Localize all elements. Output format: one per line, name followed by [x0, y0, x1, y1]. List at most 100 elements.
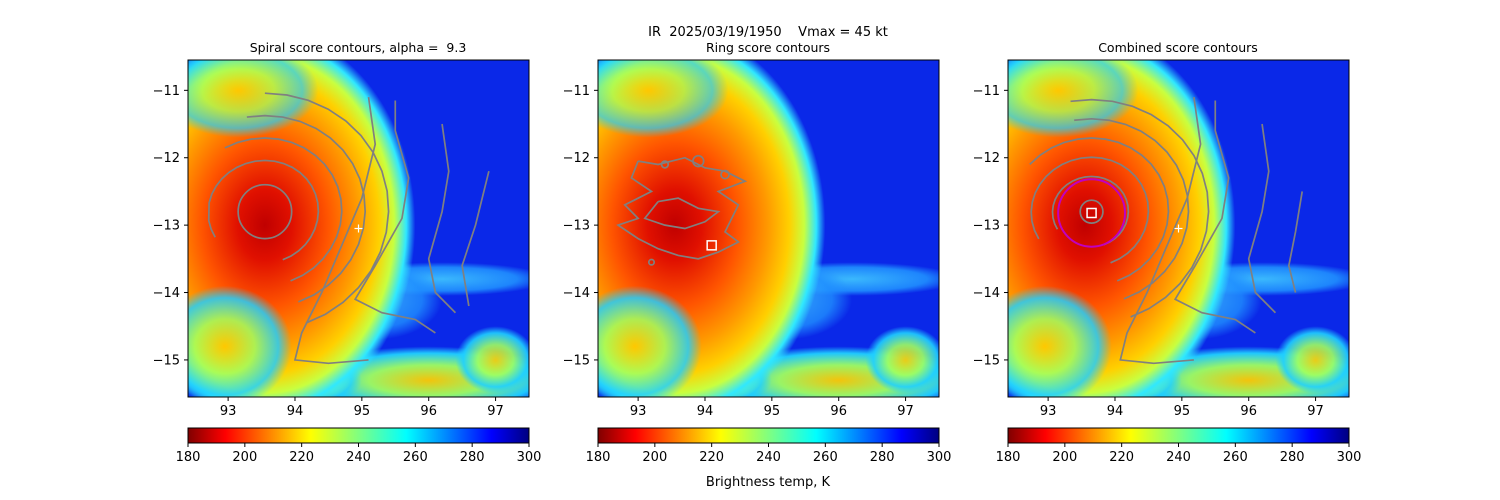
y-tick-label: −14	[973, 286, 1000, 301]
y-axis: −11 −12 −13 −14 −15	[563, 84, 598, 368]
x-tick-label: 94	[1107, 404, 1124, 419]
best-center-marker	[706, 240, 717, 251]
contour-line	[1247, 123, 1277, 314]
plot-frame	[597, 59, 940, 398]
colorbar: 180 200 220 240 260 280 300	[586, 427, 952, 465]
cloud-band	[1275, 326, 1349, 394]
y-tick-label: −13	[153, 219, 180, 234]
plot-frame	[1007, 59, 1350, 398]
y-tick-label: −13	[973, 219, 1000, 234]
y-tick-label: −12	[153, 151, 180, 166]
plot-area	[188, 60, 529, 397]
x-axis: 93 94 95 96 97	[1040, 397, 1324, 419]
colorbar-tick-label: 240	[756, 450, 781, 465]
x-tick-label: 96	[1240, 404, 1257, 419]
x-tick-label: 95	[354, 404, 371, 419]
x-tick-label: 97	[1307, 404, 1324, 419]
colorbar-gradient	[597, 427, 940, 444]
contour-ring	[1079, 199, 1104, 224]
colorbar-tick-label: 260	[403, 450, 428, 465]
contour-ring	[660, 160, 670, 169]
panel-title: Spiral score contours, alpha = 9.3	[250, 40, 467, 55]
y-tick-label: −12	[973, 151, 1000, 166]
y-tick-label: −12	[563, 151, 590, 166]
contour-line	[1119, 96, 1202, 365]
y-tick-label: −11	[563, 84, 590, 99]
y-axis: −11 −12 −13 −14 −15	[153, 84, 188, 368]
contour-line	[1029, 137, 1170, 282]
colorbar-tick-label: 300	[927, 450, 952, 465]
contour-line	[1030, 156, 1150, 264]
colorbar-tick-label: 180	[586, 450, 611, 465]
y-tick-label: −11	[973, 84, 1000, 99]
panel-combined: Combined score contours 93 94 95 96 97 −11−1…	[973, 40, 1362, 465]
contour-line	[1070, 98, 1210, 318]
colorbar-tick-label: 240	[346, 450, 371, 465]
y-tick-label: −15	[153, 353, 180, 368]
colorbar-tick-label: 280	[1280, 450, 1305, 465]
contour-ring	[237, 183, 293, 240]
y-tick-label: −13	[563, 219, 590, 234]
x-tick-label: 96	[420, 404, 437, 419]
x-axis: 93 94 95 96 97	[220, 397, 504, 419]
colorbar-tick-label: 260	[813, 450, 838, 465]
colorbar-tick-label: 280	[870, 450, 895, 465]
cloud-band	[1008, 285, 1112, 397]
contour-line	[224, 137, 343, 282]
colorbar-tick-label: 200	[1052, 450, 1077, 465]
panel-title: Combined score contours	[1098, 40, 1258, 55]
contour-line	[1173, 100, 1256, 334]
x-tick-label: 94	[287, 404, 304, 419]
x-tick-label: 95	[1174, 404, 1191, 419]
contour-line	[461, 171, 490, 307]
x-tick-label: 97	[487, 404, 504, 419]
colorbar-tick-label: 300	[517, 450, 542, 465]
contour-line	[353, 100, 436, 334]
contour-line	[427, 123, 457, 314]
contour-set	[1029, 96, 1304, 365]
colorbar-tick-label: 240	[1166, 450, 1191, 465]
y-tick-label: −15	[973, 353, 1000, 368]
x-axis: 93 94 95 96 97	[630, 397, 914, 419]
panel-title: Ring score contours	[706, 40, 830, 55]
contour-line	[207, 159, 320, 261]
contour-line	[1051, 175, 1130, 246]
x-tick-label: 97	[897, 404, 914, 419]
plot-area	[1008, 60, 1349, 397]
cloud-band	[1008, 60, 1139, 138]
colorbar-gradient	[187, 427, 530, 444]
y-tick-label: −15	[563, 353, 590, 368]
first-guess-marker	[1174, 224, 1183, 233]
plot-frame	[187, 59, 530, 398]
colorbar: 180 200 220 240 260 280 300	[996, 427, 1361, 465]
colorbar-gradient	[1007, 427, 1350, 444]
contour-line	[1074, 117, 1190, 300]
cloud-band	[598, 285, 702, 397]
x-tick-label: 93	[630, 404, 647, 419]
cloud-band	[188, 285, 292, 397]
panel-ring: Ring score contours 93 94 95 96 97 −11 −12 −13…	[563, 40, 952, 465]
colorbar-tick-label: 220	[1109, 450, 1134, 465]
x-tick-label: 96	[830, 404, 847, 419]
contour-line	[293, 96, 377, 365]
colorbar-tick-label: 180	[176, 450, 201, 465]
cloud-band	[598, 60, 729, 138]
colorbar-label: Brightness temp, K	[706, 475, 831, 490]
y-tick-label: −14	[153, 286, 180, 301]
x-tick-label: 94	[697, 404, 714, 419]
colorbar-tick-label: 280	[460, 450, 485, 465]
contour-line	[246, 114, 367, 303]
colorbar-tick-label: 220	[289, 450, 314, 465]
contour-set	[207, 92, 490, 365]
plot-area	[598, 60, 939, 397]
y-tick-label: −14	[563, 286, 590, 301]
y-axis: −11 −12 −13 −14 −15	[973, 84, 1008, 368]
x-tick-label: 93	[220, 404, 237, 419]
colorbar-tick-label: 200	[642, 450, 667, 465]
contour-line	[616, 156, 748, 260]
contour-ring	[720, 169, 730, 180]
first-guess-marker	[354, 224, 363, 233]
cloud-band	[188, 60, 319, 138]
best-center-marker	[1086, 207, 1097, 219]
